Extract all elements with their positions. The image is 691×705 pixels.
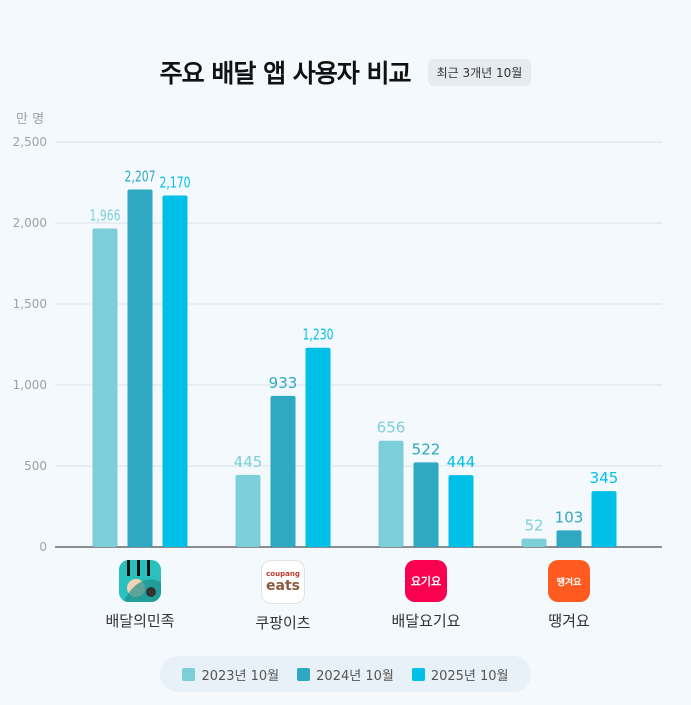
y-tick-label: 0 [39,540,47,554]
data-label: 2,170 [160,173,191,191]
category-label: 쿠팡이츠 [255,614,311,632]
y-tick-label: 2,500 [13,135,47,149]
legend-item: 2025년 10월 [411,665,509,684]
bar [305,347,331,547]
category-3: 땡겨요 땡겨요 [509,560,629,631]
category-0: 배달의민족 [80,560,200,631]
chart-header: 주요 배달 앱 사용자 비교 최근 3개년 10월 [0,54,691,90]
y-tick-label: 2,000 [13,216,47,230]
legend-container: 2023년 10월 2024년 10월 2025년 10월 [0,656,691,692]
data-label: 52 [524,517,543,535]
bar [591,491,617,547]
legend-label: 2024년 10월 [316,668,394,684]
legend-item: 2024년 10월 [297,665,394,684]
bar [378,440,404,547]
bar [521,538,547,547]
data-label: 1,230 [303,326,334,344]
data-label: 444 [447,453,476,471]
bar [92,228,118,547]
y-tick-label: 1,000 [13,378,47,392]
data-label: 345 [590,469,619,487]
ddangyo-logo: 땡겨요 [548,560,590,602]
data-label: 2,207 [125,167,156,185]
category-label: 배달의민족 [105,612,175,630]
legend-swatch [411,667,425,681]
coupang-eats-logo: coupang eats [261,560,305,604]
bar [448,475,474,547]
y-tick-label: 1,500 [13,297,47,311]
legend-swatch [182,667,196,681]
category-label: 배달요기요 [391,612,461,630]
bar [127,189,153,547]
bar [413,462,439,547]
legend-swatch [297,667,311,681]
legend-label: 2025년 10월 [430,668,509,684]
bar [235,474,261,547]
bar [556,530,582,547]
period-badge: 최근 3개년 10월 [427,58,532,86]
legend-item: 2023년 10월 [182,665,279,684]
chart-title: 주요 배달 앱 사용자 비교 [159,59,412,88]
yogiyo-logo: 요기요 [405,560,447,602]
baemin-logo [119,560,161,602]
data-label: 1,966 [90,207,121,225]
legend-label: 2023년 10월 [201,668,280,684]
bar [270,395,296,547]
category-label: 땡겨요 [548,612,590,630]
y-axis-unit: 만 명 [16,112,45,127]
data-label: 522 [412,440,441,458]
y-tick-label: 500 [24,459,47,473]
bar [162,195,188,547]
data-label: 656 [377,419,406,437]
legend: 2023년 10월 2024년 10월 2025년 10월 [160,656,531,692]
data-label: 103 [555,508,584,526]
data-label: 933 [269,374,298,392]
category-1: coupang eats 쿠팡이츠 [223,560,343,633]
data-label: 445 [234,453,263,471]
